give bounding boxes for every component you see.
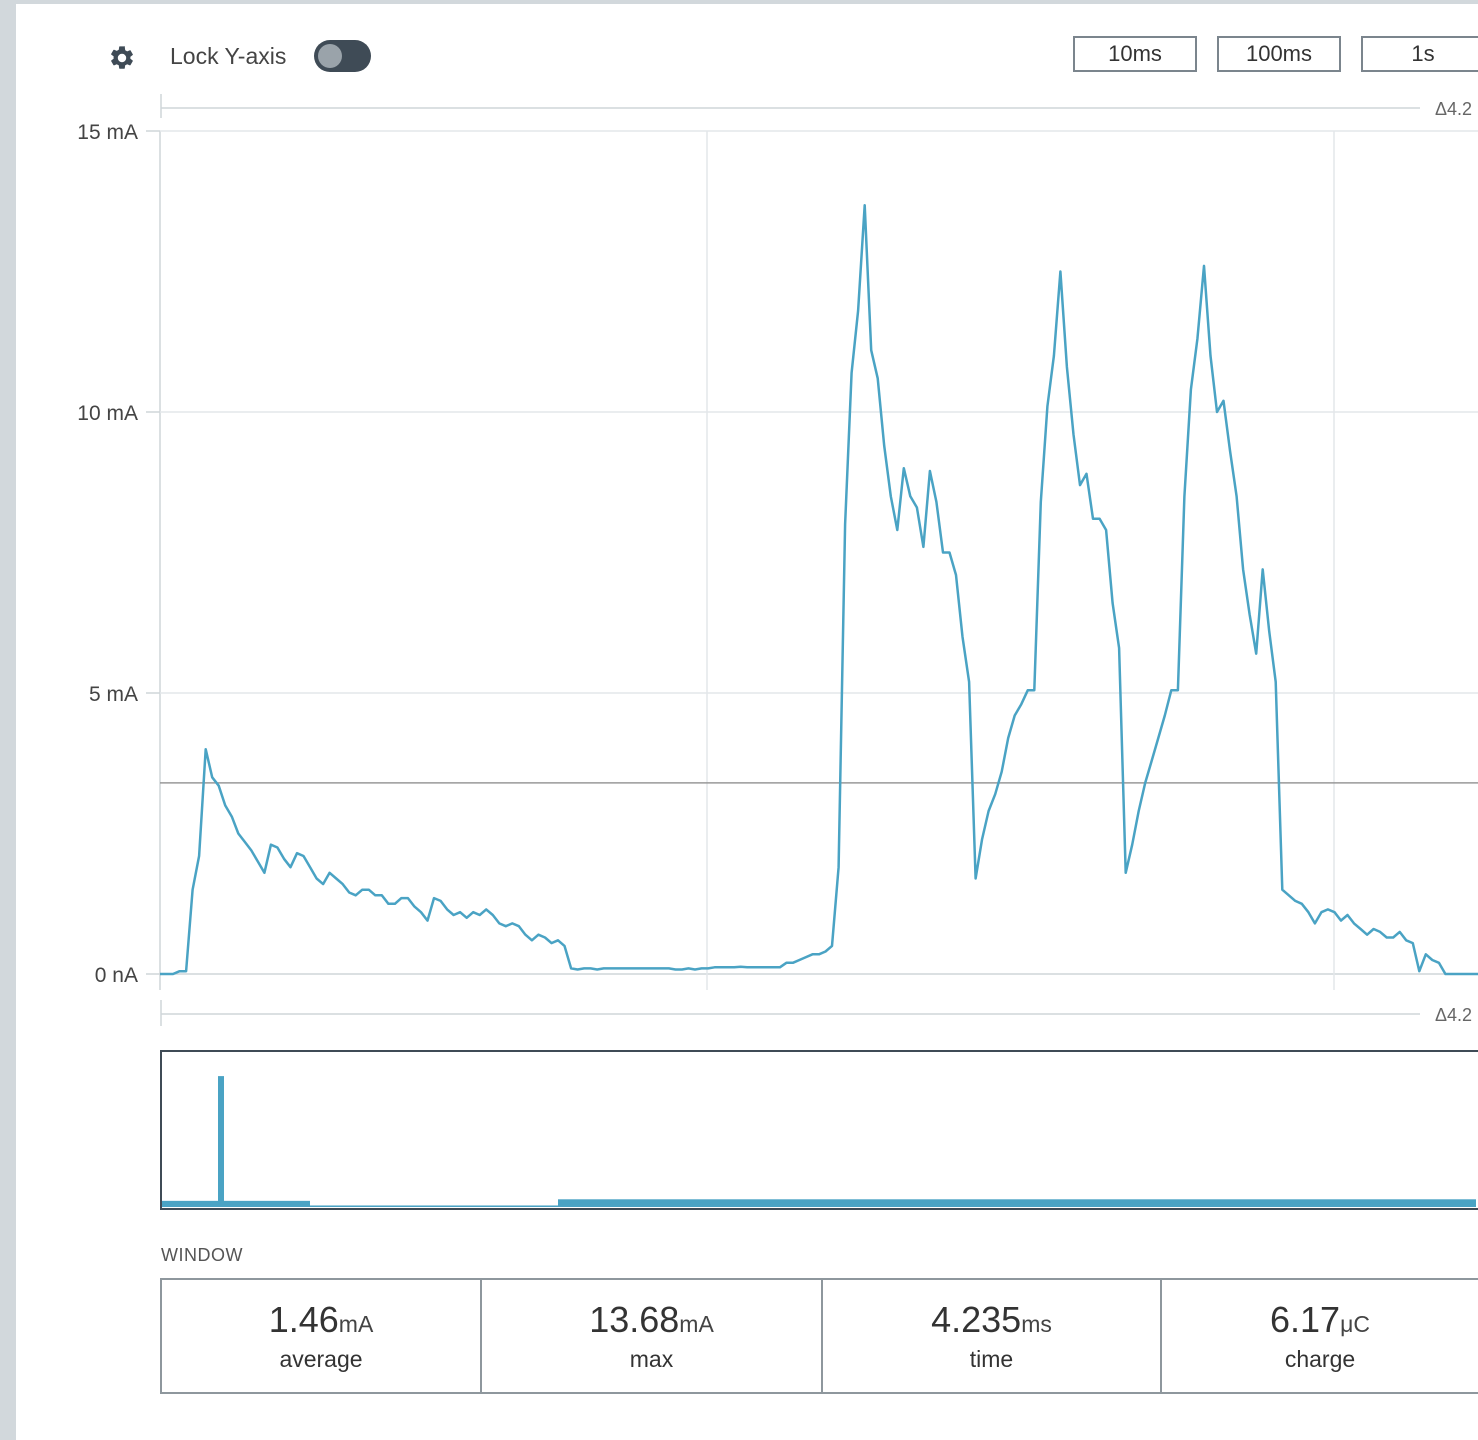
stat-value: 4.235ms — [931, 1298, 1052, 1340]
minimap-early-activity — [162, 1200, 310, 1207]
y-gridlines — [146, 130, 1478, 975]
stat-number: 1.46 — [268, 1298, 339, 1340]
minimap-active-segment — [558, 1199, 1476, 1207]
current-series-line — [160, 203, 1478, 976]
stat-value: 13.68mA — [589, 1298, 714, 1340]
stat-average: 1.46mA average — [160, 1278, 482, 1394]
y-tick-label: 15 mA — [77, 121, 138, 144]
stat-time: 4.235ms time — [823, 1278, 1162, 1394]
lock-y-axis-label: Lock Y-axis — [170, 43, 287, 69]
stat-number: 13.68 — [589, 1298, 680, 1340]
y-tick-label: 10 mA — [77, 402, 138, 425]
minimap-plot — [162, 1076, 1476, 1207]
minimap-quiet-segment — [310, 1205, 558, 1207]
window-1s-button[interactable]: 1s — [1361, 36, 1478, 72]
stat-value: 6.17μC — [1270, 1298, 1370, 1340]
stat-max: 13.68mA max — [482, 1278, 823, 1394]
stat-label: max — [629, 1345, 674, 1372]
stat-label: average — [279, 1345, 363, 1372]
stat-unit: mA — [338, 1310, 374, 1337]
window-section-title: WINDOW — [161, 1245, 243, 1265]
stat-unit: ms — [1021, 1310, 1052, 1337]
stat-charge: 6.17μC charge — [1162, 1278, 1478, 1394]
window-stats: 1.46mA average 13.68mA max 4.235ms time … — [160, 1278, 1478, 1394]
y-tick-label: 5 mA — [89, 683, 138, 706]
top-delta-label: Δ4.2 — [1435, 99, 1472, 119]
window-100ms-button[interactable]: 100ms — [1217, 36, 1341, 72]
bottom-delta-label: Δ4.2 — [1435, 1005, 1472, 1025]
stat-label: time — [969, 1345, 1014, 1372]
minimap-spike — [218, 1076, 224, 1207]
stat-number: 6.17 — [1270, 1298, 1341, 1340]
stat-number: 4.235 — [931, 1298, 1022, 1340]
stat-unit: μC — [1340, 1310, 1370, 1337]
stat-unit: mA — [679, 1310, 714, 1337]
y-tick-label: 0 nA — [95, 964, 138, 987]
left-border — [0, 0, 16, 1440]
stat-label: charge — [1284, 1345, 1356, 1372]
top-border — [0, 0, 1478, 4]
stat-value: 1.46mA — [268, 1298, 374, 1340]
current-chart[interactable]: Δ4.2 15 mA 10 mA 5 mA 0 nA Δ4.2 — [0, 88, 1478, 1223]
lock-y-axis-toggle[interactable] — [314, 40, 371, 72]
toggle-knob — [318, 44, 342, 68]
minimap-frame[interactable] — [160, 1050, 1478, 1210]
window-10ms-button[interactable]: 10ms — [1073, 36, 1197, 72]
gear-icon[interactable] — [108, 44, 136, 72]
